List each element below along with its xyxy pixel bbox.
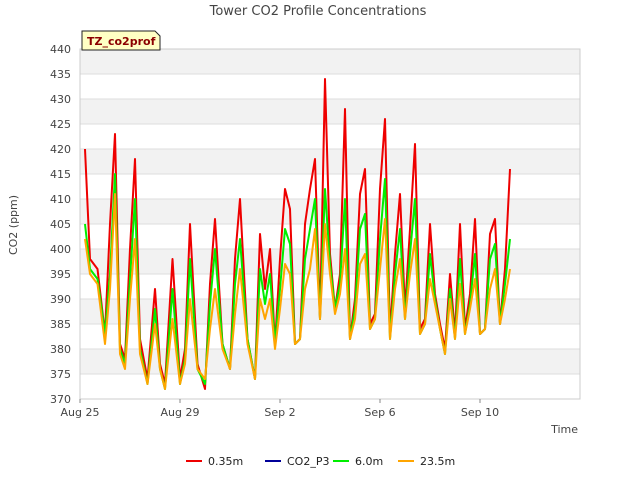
background-band xyxy=(80,349,580,374)
y-axis-ticks: 370 375 380 385 390 395 400 405 410 415 420 425 430 4… xyxy=(50,43,71,406)
y-tick-label: 425 xyxy=(50,118,71,131)
site-tag-box xyxy=(81,30,161,51)
y-tick-label: 410 xyxy=(50,193,71,206)
y-axis-label: CO2 (ppm) xyxy=(7,195,20,255)
y-tick-label: 430 xyxy=(50,93,71,106)
x-tick-label: Aug 29 xyxy=(161,406,200,419)
x-tick-label: Sep 2 xyxy=(264,406,295,419)
background-band xyxy=(80,149,580,174)
background-band xyxy=(80,99,580,124)
legend-entry: CO2_P3 xyxy=(287,455,329,468)
y-tick-label: 375 xyxy=(50,368,71,381)
y-tick-label: 390 xyxy=(50,293,71,306)
y-tick-label: 370 xyxy=(50,393,71,406)
y-tick-label: 380 xyxy=(50,343,71,356)
chart-title: Tower CO2 Profile Concentrations xyxy=(209,4,427,19)
site-tag-label: TZ_co2prof xyxy=(87,35,156,48)
plot-frame xyxy=(79,48,581,400)
y-tick-label: 440 xyxy=(50,43,71,56)
series-layer xyxy=(84,78,511,390)
series-line-23.5m xyxy=(84,193,511,390)
legend: 0.35m CO2_P3 6.0m 23.5m xyxy=(186,455,455,468)
x-axis-label: Time xyxy=(550,423,578,436)
legend-entry: 6.0m xyxy=(355,455,383,468)
y-tick-label: 415 xyxy=(50,168,71,181)
y-tick-label: 395 xyxy=(50,268,71,281)
legend-entry: 0.35m xyxy=(208,455,243,468)
x-axis-ticks: Aug 25 Aug 29 Sep 2 Sep 6 Sep 10 xyxy=(61,399,499,419)
y-tick-label: 400 xyxy=(50,243,71,256)
legend-entry: 23.5m xyxy=(420,455,455,468)
site-tag: TZ_co2prof xyxy=(81,30,161,51)
x-tick-label: Sep 10 xyxy=(461,406,499,419)
y-tick-label: 405 xyxy=(50,218,71,231)
x-tick-label: Aug 25 xyxy=(61,406,100,419)
y-tick-label: 420 xyxy=(50,143,71,156)
y-tick-label: 385 xyxy=(50,318,71,331)
background-band xyxy=(80,299,580,324)
y-tick-label: 435 xyxy=(50,68,71,81)
x-tick-label: Sep 6 xyxy=(364,406,395,419)
background-band xyxy=(80,49,580,74)
